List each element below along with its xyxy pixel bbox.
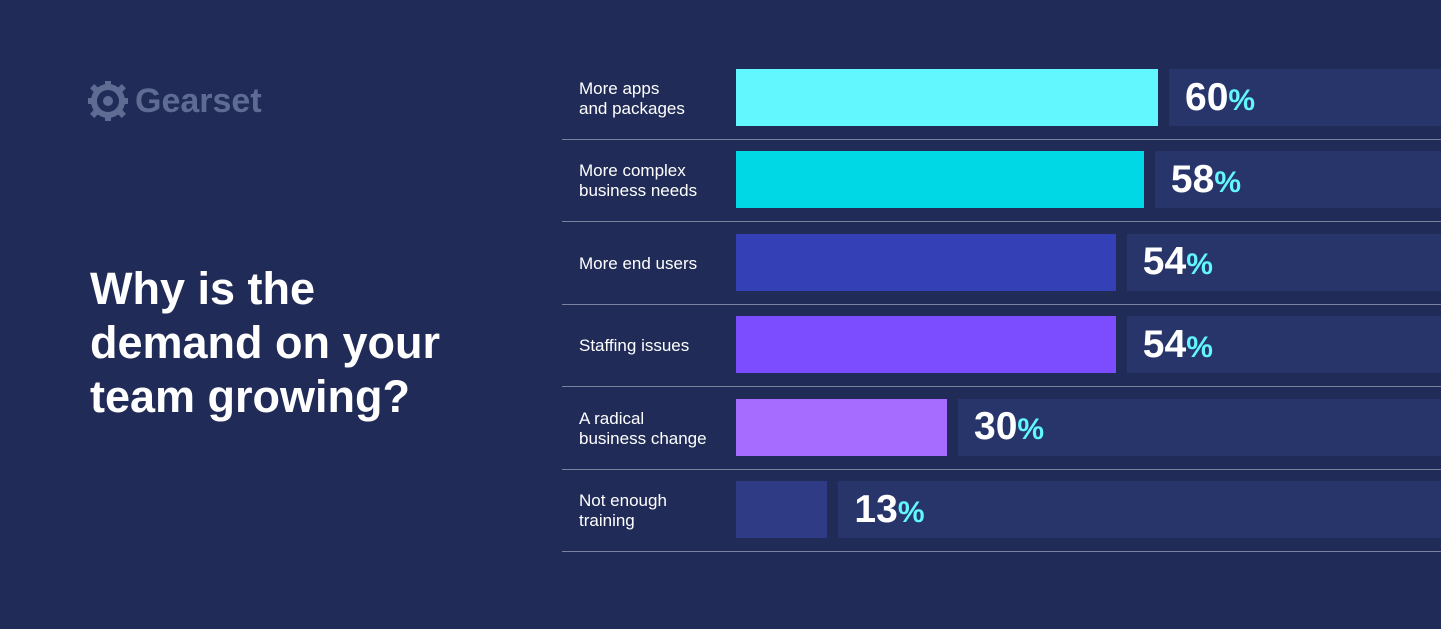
value-panel: 54% bbox=[1126, 316, 1441, 374]
category-label: Not enough training bbox=[579, 491, 667, 530]
category-label: A radical business change bbox=[579, 408, 707, 448]
data-label: 54% bbox=[1143, 323, 1213, 367]
bar bbox=[736, 69, 1158, 126]
logo-text: Gearset bbox=[135, 81, 262, 120]
gear-icon bbox=[88, 81, 128, 121]
gearset-logo: Gearset bbox=[87, 80, 262, 122]
chart-title: Why is the demand on your team growing? bbox=[90, 263, 441, 422]
value-panel: 60% bbox=[1169, 69, 1441, 126]
row-divider bbox=[562, 221, 1441, 223]
data-label: 13% bbox=[854, 488, 924, 532]
bar-row: A radical business change 30% bbox=[562, 388, 1441, 470]
value-panel: 54% bbox=[1126, 233, 1441, 291]
percent-sign: % bbox=[1186, 330, 1213, 364]
value-number: 54 bbox=[1142, 322, 1187, 366]
bar bbox=[736, 398, 947, 456]
value-panel: 30% bbox=[958, 398, 1441, 456]
row-divider bbox=[562, 551, 1441, 552]
value-panel: 13% bbox=[838, 481, 1441, 538]
value-panel: 58% bbox=[1154, 151, 1441, 209]
category-label: More apps and packages bbox=[579, 79, 685, 118]
bar-row: More complex business needs 58% bbox=[562, 140, 1441, 223]
row-divider bbox=[562, 139, 1441, 140]
bar bbox=[736, 233, 1116, 291]
value-number: 58 bbox=[1170, 157, 1215, 201]
percent-sign: % bbox=[897, 495, 925, 529]
bar-row: Staffing issues 54% bbox=[562, 305, 1441, 388]
data-label: 30% bbox=[974, 405, 1044, 449]
data-label: 54% bbox=[1143, 240, 1213, 284]
bar bbox=[736, 481, 828, 538]
bar-row: Not enough training 13% bbox=[562, 470, 1441, 552]
data-label: 58% bbox=[1171, 158, 1241, 202]
value-number: 30 bbox=[974, 405, 1018, 449]
row-divider bbox=[562, 303, 1441, 305]
value-number: 60 bbox=[1185, 75, 1229, 119]
category-label: Staffing issues bbox=[579, 336, 690, 356]
percent-sign: % bbox=[1186, 248, 1213, 282]
value-number: 13 bbox=[854, 487, 898, 531]
percent-sign: % bbox=[1214, 165, 1241, 199]
value-number: 54 bbox=[1142, 240, 1187, 284]
bar bbox=[736, 316, 1116, 374]
row-divider bbox=[562, 468, 1441, 470]
data-label: 60% bbox=[1185, 76, 1255, 120]
category-label: More complex business needs bbox=[579, 161, 698, 201]
percent-sign: % bbox=[1017, 413, 1045, 447]
bar-row: More end users 54% bbox=[562, 223, 1441, 305]
row-divider bbox=[562, 386, 1441, 388]
bar-row: More apps and packages 60% bbox=[562, 58, 1441, 140]
category-label: More end users bbox=[579, 253, 698, 273]
bar bbox=[736, 151, 1144, 209]
percent-sign: % bbox=[1228, 83, 1256, 117]
